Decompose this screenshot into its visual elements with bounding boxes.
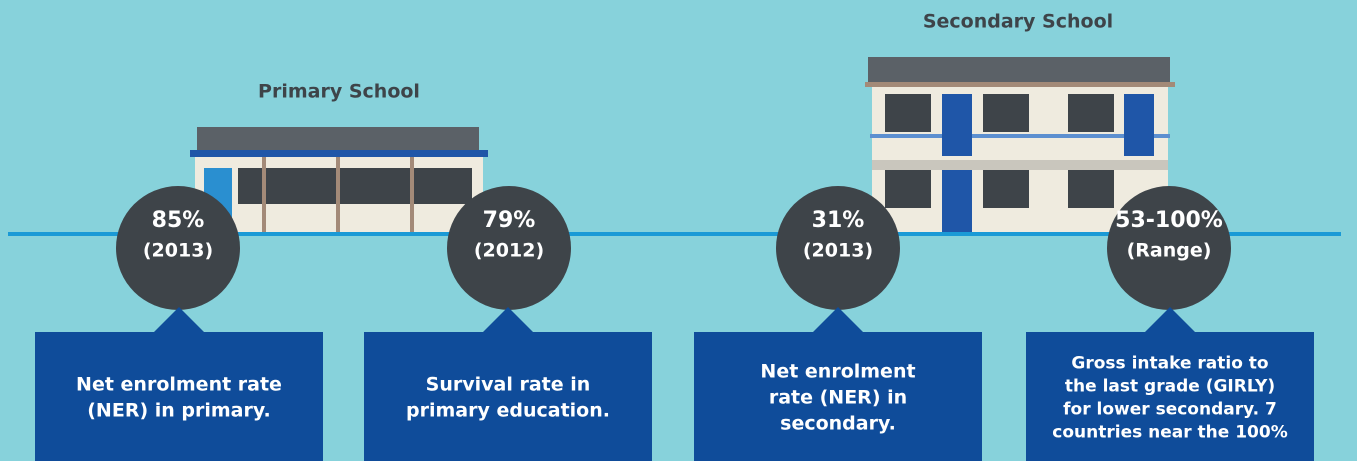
stat-circle — [116, 186, 240, 310]
stat-circle — [447, 186, 571, 310]
description-line: Net enrolment rate — [76, 374, 282, 396]
description-line: secondary. — [780, 413, 896, 435]
stat-note: (2012) — [474, 240, 544, 262]
description-box — [694, 332, 982, 461]
box-pointer — [1144, 307, 1196, 333]
secondary-heading: Secondary School — [923, 11, 1113, 33]
description-line: for lower secondary. 7 — [1063, 400, 1277, 420]
description-line: (NER) in primary. — [87, 400, 270, 422]
description-line: primary education. — [406, 400, 610, 422]
description-line: countries near the 100% — [1052, 423, 1287, 443]
primary-building — [190, 127, 488, 233]
description-box — [364, 332, 652, 461]
box-pointer — [153, 307, 205, 333]
description-line: Gross intake ratio to — [1071, 354, 1268, 374]
box-pointer — [812, 307, 864, 333]
description-line: Net enrolment — [760, 361, 915, 383]
description-box — [1026, 332, 1314, 461]
description-line: Survival rate in — [426, 374, 591, 396]
stat-value: 31% — [812, 208, 865, 233]
stat-note: (Range) — [1127, 240, 1212, 262]
secondary-building — [865, 57, 1175, 233]
box-pointer — [482, 307, 534, 333]
stat-circle — [776, 186, 900, 310]
description-box — [35, 332, 323, 461]
timeline — [8, 232, 1341, 236]
stat-value: 79% — [483, 208, 536, 233]
description-line: the last grade (GIRLY) — [1065, 377, 1275, 397]
stat-circle — [1107, 186, 1231, 310]
stat-note: (2013) — [803, 240, 873, 262]
stat-value: 85% — [152, 208, 205, 233]
description-line: rate (NER) in — [769, 387, 907, 409]
primary-heading: Primary School — [258, 81, 420, 103]
stat-note: (2013) — [143, 240, 213, 262]
stat-value: 53-100% — [1115, 208, 1223, 233]
